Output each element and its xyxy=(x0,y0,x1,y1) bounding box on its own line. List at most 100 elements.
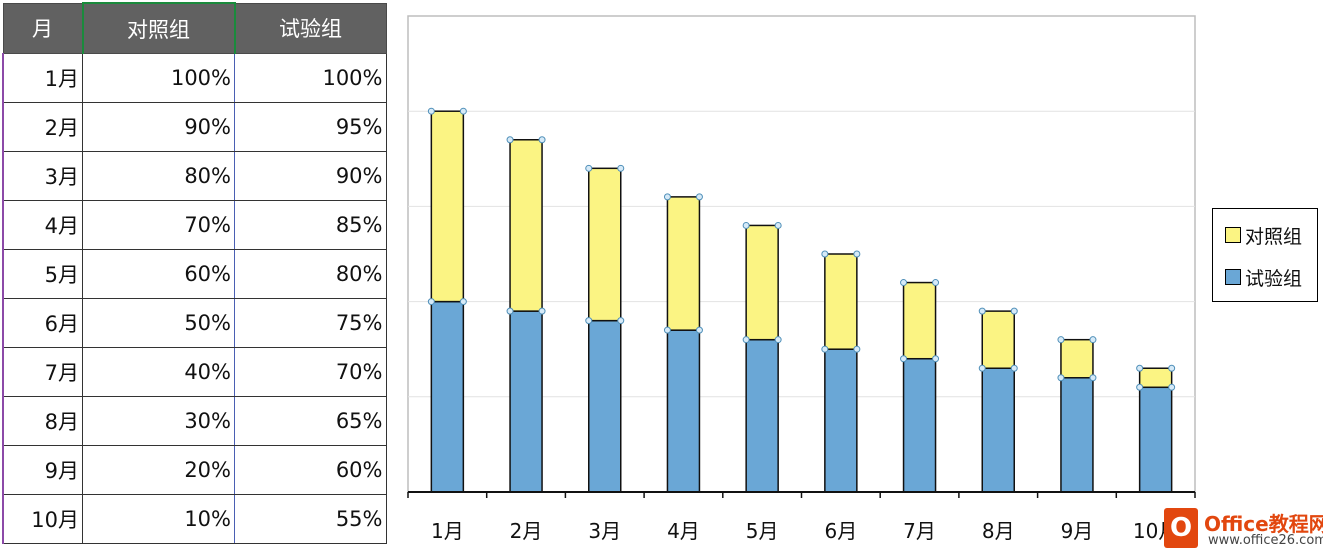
cell-month[interactable]: 7月 xyxy=(2,347,83,397)
cell-month[interactable]: 5月 xyxy=(2,249,83,299)
cell-control-group[interactable]: 10% xyxy=(82,494,235,544)
table-row: 4月 70% 85% xyxy=(2,200,387,250)
selection-handle xyxy=(742,221,750,229)
cell-month[interactable]: 9月 xyxy=(2,445,83,495)
selection-handle xyxy=(821,345,829,353)
selection-handle xyxy=(1057,374,1065,382)
table-row: 5月 60% 80% xyxy=(2,249,387,299)
x-tick-label: 5月 xyxy=(746,519,779,543)
table-header-row: 月 对照组 试验组 xyxy=(2,2,387,54)
bar-control-group xyxy=(1060,338,1094,379)
watermark-brand: Office教程网 xyxy=(1204,512,1323,536)
legend-item-control-group: 对照组 xyxy=(1225,223,1302,248)
cell-test-group[interactable]: 75% xyxy=(234,298,387,348)
cell-month[interactable]: 4月 xyxy=(2,200,83,250)
cell-month[interactable]: 8月 xyxy=(2,396,83,446)
selection-handle xyxy=(427,298,435,306)
bar-test-group xyxy=(902,357,937,493)
bar-test-group xyxy=(509,310,543,493)
selection-handle xyxy=(1010,307,1018,315)
cell-month[interactable]: 6月 xyxy=(2,298,83,348)
cell-control-group[interactable]: 70% xyxy=(82,200,235,250)
cell-month[interactable]: 1月 xyxy=(2,53,83,103)
table-row: 10月 10% 55% xyxy=(2,494,387,544)
selection-handle xyxy=(506,136,514,144)
cell-test-group[interactable]: 90% xyxy=(234,151,387,201)
bar-test-group xyxy=(666,329,701,493)
bar-control-group xyxy=(509,139,543,312)
selection-handle xyxy=(585,317,593,325)
selection-handle xyxy=(853,250,861,258)
bar-test-group xyxy=(745,338,779,493)
bar-test-group xyxy=(1138,386,1173,493)
cell-month[interactable]: 10月 xyxy=(2,494,83,544)
selection-handle xyxy=(978,364,986,372)
cell-test-group[interactable]: 55% xyxy=(234,494,387,544)
x-tick-label: 3月 xyxy=(588,519,621,543)
table-body: 1月 100% 100% 2月 90% 95% 3月 80% 90% 4月 70% 85% 5月 60% 8… xyxy=(2,53,387,544)
cell-month[interactable]: 3月 xyxy=(2,151,83,201)
selection-handle xyxy=(459,298,467,306)
bar-control-group xyxy=(430,110,465,303)
selection-handle xyxy=(459,107,467,115)
office-logo-icon: O xyxy=(1164,508,1198,548)
x-tick-label: 8月 xyxy=(982,519,1015,543)
x-tick-label: 9月 xyxy=(1061,519,1094,543)
selection-handle xyxy=(978,307,986,315)
table-row: 3月 80% 90% xyxy=(2,151,387,201)
stacked-bar-chart: 1月 2月 3月 4月 5月 6月 7月 8月 9月 10月 xyxy=(407,15,1196,543)
bar-control-group xyxy=(666,196,701,331)
bar-control-group xyxy=(824,253,858,350)
header-month[interactable]: 月 xyxy=(2,2,83,54)
x-tick-label: 6月 xyxy=(824,519,857,543)
selection-handle xyxy=(695,326,703,334)
table-row: 9月 20% 60% xyxy=(2,445,387,495)
cell-control-group[interactable]: 90% xyxy=(82,102,235,152)
cell-test-group[interactable]: 80% xyxy=(234,249,387,299)
selection-handle xyxy=(932,355,940,363)
cell-control-group[interactable]: 20% xyxy=(82,445,235,495)
bar-control-group xyxy=(1138,367,1173,389)
selection-handle xyxy=(663,193,671,201)
cell-control-group[interactable]: 40% xyxy=(82,347,235,397)
cell-control-group[interactable]: 60% xyxy=(82,249,235,299)
cell-control-group[interactable]: 30% xyxy=(82,396,235,446)
selection-handle xyxy=(1168,364,1176,372)
cell-month[interactable]: 2月 xyxy=(2,102,83,152)
table-row: 1月 100% 100% xyxy=(2,53,387,103)
selection-handle xyxy=(1089,336,1097,344)
cell-control-group[interactable]: 80% xyxy=(82,151,235,201)
selection-handle xyxy=(617,317,625,325)
selection-handle xyxy=(1057,336,1065,344)
cell-test-group[interactable]: 60% xyxy=(234,445,387,495)
header-test-group[interactable]: 试验组 xyxy=(234,2,387,54)
selection-handle xyxy=(742,336,750,344)
bar-test-group xyxy=(1060,377,1094,493)
cell-test-group[interactable]: 65% xyxy=(234,396,387,446)
selection-handle xyxy=(821,250,829,258)
cell-test-group[interactable]: 100% xyxy=(234,53,387,103)
selection-handle xyxy=(853,345,861,353)
selection-handle xyxy=(1136,364,1144,372)
cell-test-group[interactable]: 95% xyxy=(234,102,387,152)
selection-handle xyxy=(774,336,782,344)
cell-test-group[interactable]: 70% xyxy=(234,347,387,397)
table-row: 8月 30% 65% xyxy=(2,396,387,446)
header-control-group[interactable]: 对照组 xyxy=(81,2,236,54)
selection-handle xyxy=(538,136,546,144)
selection-handle xyxy=(585,164,593,172)
cell-test-group[interactable]: 85% xyxy=(234,200,387,250)
selection-handle xyxy=(663,326,671,334)
selection-handle xyxy=(774,221,782,229)
watermark-logo: O Office教程网 www.office26.com xyxy=(1160,504,1323,552)
selection-handle xyxy=(695,193,703,201)
cell-control-group[interactable]: 100% xyxy=(82,53,235,103)
cell-control-group[interactable]: 50% xyxy=(82,298,235,348)
bar-test-group xyxy=(981,367,1015,493)
table-row: 7月 40% 70% xyxy=(2,347,387,397)
selection-handle xyxy=(1010,364,1018,372)
bar-control-group xyxy=(902,281,937,360)
data-table: 月 对照组 试验组 1月 100% 100% 2月 90% 95% 3月 80% 90% 4月 70… xyxy=(2,2,387,544)
data-table-region: 月 对照组 试验组 1月 100% 100% 2月 90% 95% 3月 80% 90% 4月 70… xyxy=(2,2,387,550)
chart-legend[interactable]: 对照组 试验组 xyxy=(1212,208,1318,302)
